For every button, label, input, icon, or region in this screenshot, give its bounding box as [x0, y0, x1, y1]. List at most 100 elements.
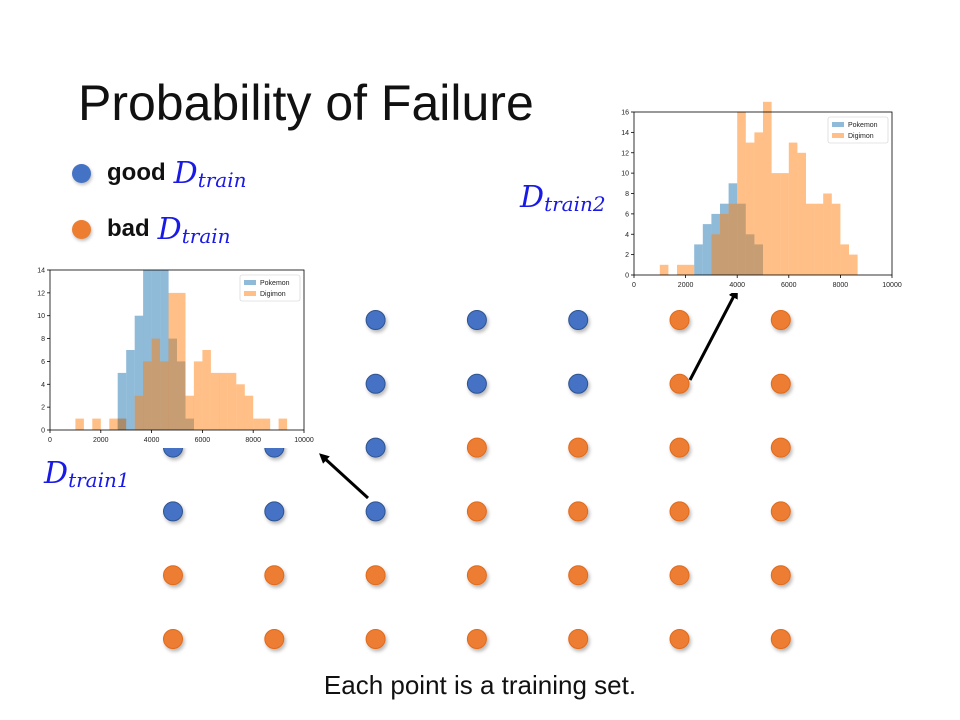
training-set-dot-bad: [466, 501, 487, 522]
histogram-bar: [117, 372, 127, 430]
y-tick-label: 0: [41, 428, 45, 435]
legend-label: Digimon: [848, 133, 874, 140]
histogram-bar: [694, 244, 703, 275]
histogram-bar: [117, 418, 127, 430]
histogram-bar: [168, 292, 177, 430]
histogram-bar: [720, 213, 729, 275]
histogram-bar: [109, 418, 118, 430]
y-tick-label: 0: [625, 273, 629, 280]
training-set-dot-good: [466, 310, 487, 330]
y-tick-label: 6: [41, 359, 45, 366]
slide-title: Probability of Failure: [78, 75, 534, 131]
histogram-bar: [210, 372, 220, 430]
good-dot-icon: [72, 163, 91, 183]
training-set-dot-bad: [163, 565, 183, 586]
histogram-bar: [754, 132, 763, 275]
legend-bad-math: Dtrain: [157, 211, 231, 248]
x-tick-label: 8000: [833, 282, 849, 289]
y-tick-label: 16: [621, 110, 629, 117]
histogram-bar: [763, 101, 772, 275]
y-tick-label: 2: [625, 252, 629, 259]
y-tick-label: 14: [621, 130, 629, 137]
histogram-bar: [193, 361, 203, 430]
arrow-to-train1: [319, 453, 370, 500]
legend-swatch: [832, 122, 844, 127]
training-set-dot-bad: [466, 437, 487, 458]
training-set-dot-bad: [365, 565, 386, 586]
histogram-bar: [806, 203, 815, 275]
x-tick-label: 6000: [195, 437, 211, 444]
legend-good-word: good: [107, 159, 166, 186]
histogram-bar: [728, 203, 738, 275]
training-set-dot-bad: [163, 629, 183, 649]
histogram-bar: [236, 384, 245, 430]
training-set-dot-bad: [770, 629, 791, 649]
legend-label: Digimon: [260, 291, 286, 298]
training-set-dot-good: [264, 501, 285, 522]
histogram-bar: [160, 270, 169, 430]
training-set-dot-good: [568, 373, 589, 394]
caption: Each point is a training set.: [323, 670, 637, 700]
histogram-bar: [840, 244, 849, 275]
y-tick-label: 14: [37, 268, 45, 275]
histogram-bar: [797, 152, 806, 276]
histogram-bar: [831, 203, 841, 275]
x-tick-label: 2000: [678, 282, 694, 289]
histogram-bar: [737, 112, 746, 275]
legend-bad: bad Dtrain: [72, 211, 231, 248]
training-set-dot-good: [365, 373, 386, 394]
training-set-dot-bad: [669, 501, 690, 522]
training-set-dot-bad: [568, 437, 589, 458]
legend-label: Pokemon: [260, 280, 290, 287]
histogram-bar: [227, 372, 237, 430]
histogram-bar: [253, 418, 262, 430]
training-set-dot-bad: [466, 629, 487, 649]
histogram-bar: [143, 270, 152, 430]
training-set-dot-bad: [466, 565, 487, 586]
training-set-dot-bad: [568, 629, 589, 649]
histogram-bar: [849, 254, 858, 275]
x-tick-label: 0: [632, 282, 636, 289]
y-tick-label: 10: [621, 171, 629, 178]
training-set-dot-bad: [669, 437, 690, 458]
histogram-bar: [685, 264, 695, 275]
training-set-dot-bad: [365, 629, 386, 649]
label-train1: Dtrain1: [44, 456, 130, 492]
histogram-bar: [677, 264, 686, 275]
histogram-bar: [278, 418, 288, 430]
training-set-dot-bad: [770, 565, 791, 586]
histogram-bar: [75, 418, 84, 430]
histogram-bar: [780, 173, 789, 275]
y-tick-label: 10: [37, 313, 45, 320]
x-tick-label: 4000: [144, 437, 160, 444]
y-tick-label: 8: [625, 191, 629, 198]
histogram-train1: 0 2000 4000 6000 8000 10000 0 2 4 6 8 10 12 14 Pokemon…: [37, 266, 314, 448]
training-set-dot-bad: [770, 310, 791, 330]
histogram-bar: [160, 361, 169, 430]
y-tick-label: 8: [41, 336, 45, 343]
training-set-dot-bad: [669, 629, 690, 649]
y-tick-label: 12: [37, 290, 45, 297]
training-set-dot-good: [365, 437, 386, 458]
histogram-bar: [711, 234, 720, 276]
training-set-dot-bad: [669, 373, 690, 394]
training-set-dot-good: [163, 501, 183, 522]
x-tick-label: 10000: [882, 282, 902, 289]
training-set-dot-bad: [568, 501, 589, 522]
training-set-dot-bad: [669, 310, 690, 330]
training-set-dot-bad: [770, 373, 791, 394]
histogram-bar: [92, 418, 101, 430]
training-set-dot-bad: [568, 565, 589, 586]
x-tick-label: 0: [48, 437, 52, 444]
histogram-bar: [244, 395, 254, 430]
y-tick-label: 4: [625, 232, 629, 239]
histogram-bar: [126, 350, 135, 430]
y-tick-label: 4: [41, 382, 45, 389]
training-set-dot-good: [365, 310, 386, 330]
training-set-dot-bad: [770, 501, 791, 522]
y-tick-label: 2: [41, 405, 45, 412]
histogram-bar: [151, 338, 161, 430]
legend-good-math: Dtrain: [173, 155, 247, 192]
